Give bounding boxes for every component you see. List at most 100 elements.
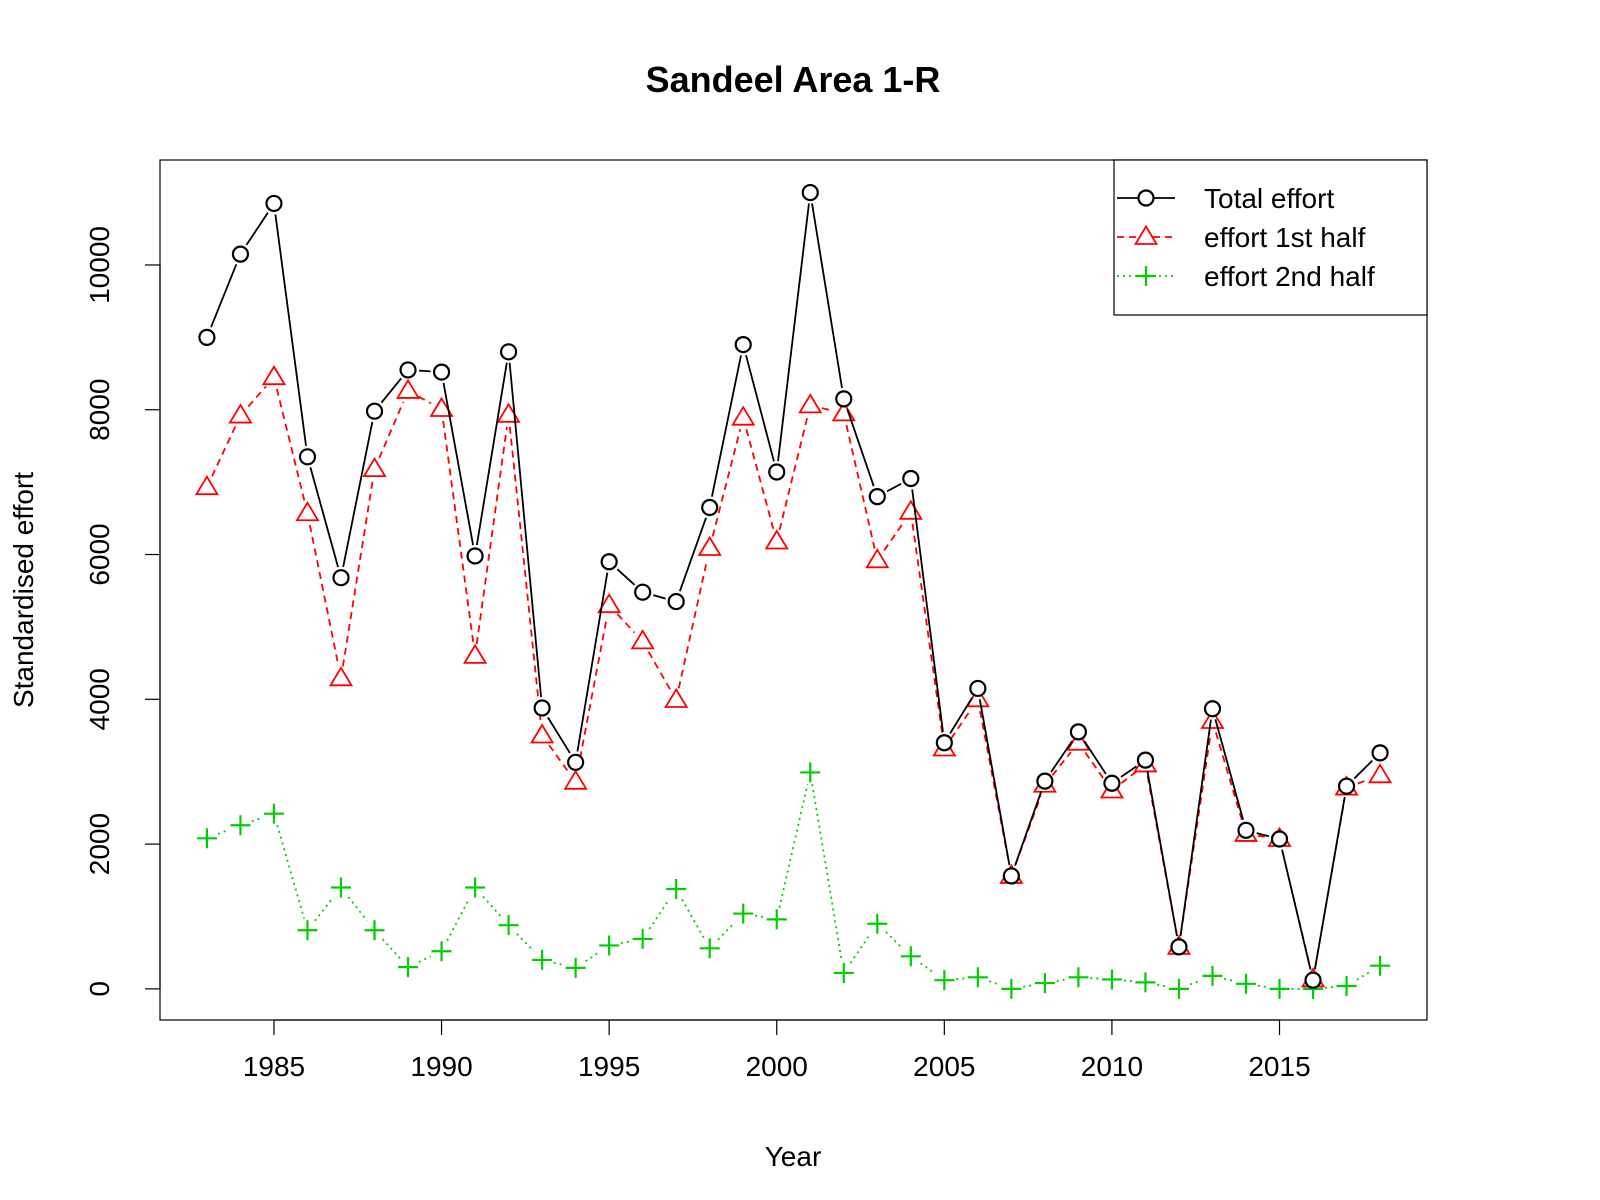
data-point-circle (1002, 867, 1020, 885)
series-line-segment (482, 895, 502, 917)
x-tick-label: 1995 (578, 1051, 640, 1082)
data-point-plus (1101, 969, 1122, 990)
legend-marker-circle (1137, 189, 1155, 207)
series-line-segment (1189, 979, 1202, 986)
data-point-circle (365, 402, 384, 420)
data-point-plus (565, 957, 586, 978)
data-point-circle (265, 194, 283, 213)
series-line-segment (886, 482, 902, 493)
series-line-segment (1084, 752, 1106, 782)
data-point-circle (734, 335, 752, 354)
series-line-segment (920, 962, 936, 974)
series-line-segment (418, 955, 432, 963)
legend-label: Total effort (1204, 183, 1334, 214)
series-line-segment (446, 897, 471, 942)
series-layer (194, 183, 1393, 999)
data-point-triangle (395, 378, 421, 399)
data-point-plus (1034, 973, 1055, 994)
data-point-circle (701, 498, 719, 517)
data-point-circle (868, 488, 886, 506)
data-point-plus (800, 762, 821, 783)
data-point-triangle (597, 592, 622, 614)
series-line-segment (442, 420, 475, 645)
series-line-segment (950, 708, 972, 740)
series-line-segment (956, 977, 966, 981)
data-point-plus (230, 815, 251, 836)
data-point-plus (263, 803, 284, 824)
series-line-segment (911, 523, 944, 737)
data-point-plus (431, 941, 452, 962)
series-line-segment (475, 426, 508, 645)
data-point-triangle (965, 687, 990, 708)
series-line-segment (648, 898, 671, 930)
data-point-triangle (429, 396, 454, 417)
legend-label: effort 1st half (1204, 222, 1366, 253)
series-line-segment (245, 212, 269, 246)
data-point-plus (364, 920, 385, 941)
data-point-triangle (1367, 763, 1393, 784)
data-point-circle (600, 553, 618, 571)
series-line-segment (1050, 740, 1073, 773)
legend-marker-triangle (1133, 224, 1159, 245)
data-point-plus (599, 935, 620, 956)
data-point-triangle (530, 723, 555, 744)
series-line-segment (778, 783, 809, 908)
series-line-segment (276, 824, 306, 919)
data-point-circle (1036, 772, 1054, 790)
series-line-segment (418, 369, 431, 373)
data-point-plus (900, 946, 921, 967)
data-point-triangle (496, 402, 521, 423)
series-effort-2nd-half (196, 762, 1391, 999)
series-line-segment (616, 613, 636, 634)
data-point-circle (1304, 971, 1322, 989)
x-tick-label: 1990 (410, 1051, 472, 1082)
series-line-segment (778, 416, 809, 531)
data-point-plus (1135, 972, 1156, 993)
series-line-segment (1324, 986, 1335, 989)
series-line-segment (1023, 984, 1034, 988)
series-line-segment (1257, 834, 1268, 839)
data-point-triangle (664, 687, 689, 708)
series-line-segment (381, 938, 401, 959)
series-line-segment (275, 388, 306, 502)
data-point-circle (231, 245, 250, 263)
series-line-segment (508, 362, 542, 698)
data-point-circle (1103, 774, 1121, 792)
series-line-segment (1014, 791, 1043, 866)
data-point-triangle (362, 456, 387, 478)
data-point-circle (667, 592, 685, 611)
y-tick-label: 6000 (84, 523, 115, 585)
series-line-segment (616, 568, 636, 586)
data-point-plus (1001, 978, 1022, 999)
data-point-plus (833, 962, 854, 983)
data-point-circle (399, 361, 417, 379)
data-point-circle (298, 448, 317, 466)
data-point-circle (768, 463, 786, 481)
data-point-plus (1168, 978, 1189, 999)
series-total-effort (198, 183, 1389, 989)
series-line-segment (274, 214, 307, 447)
series-line-segment (711, 355, 742, 497)
series-line-segment (1281, 849, 1312, 970)
series-line-segment (548, 744, 570, 773)
chart-title: Sandeel Area 1-R (646, 59, 941, 100)
data-point-circle (1270, 830, 1289, 848)
data-point-circle (1203, 700, 1222, 718)
series-line-segment (553, 961, 565, 966)
series-line-segment (883, 521, 905, 551)
series-line-segment (1257, 984, 1268, 988)
series-line-segment (308, 524, 340, 667)
x-tick-label: 1985 (243, 1051, 305, 1082)
series-line-segment (681, 898, 705, 939)
data-point-plus (1202, 965, 1223, 986)
data-point-triangle (798, 393, 823, 414)
data-point-plus (1336, 975, 1357, 996)
series-line-segment (1120, 771, 1137, 784)
y-tick-label: 10000 (84, 226, 115, 304)
series-line-segment (347, 896, 368, 922)
series-line-segment (885, 931, 903, 949)
data-point-circle (902, 469, 920, 488)
series-line-segment (247, 385, 267, 408)
series-line-segment (211, 426, 237, 477)
